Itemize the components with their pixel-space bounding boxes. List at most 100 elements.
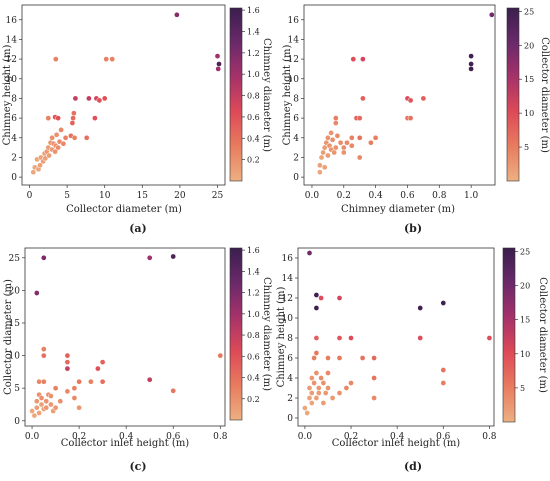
y-axis-label: Chimney height (m) <box>282 44 293 145</box>
scatter-point <box>336 295 343 301</box>
scatter-point <box>99 359 106 365</box>
scatter-point <box>33 290 40 296</box>
scatter-point <box>325 152 331 159</box>
scatter-point <box>332 144 339 151</box>
x-tick-label: 0.0 <box>25 432 40 442</box>
x-axis-ticks: 0.0 0.2 0.4 0.6 0.8 <box>298 426 497 442</box>
scatter-point <box>48 401 54 408</box>
scatter-point <box>215 66 222 72</box>
scatter-point <box>320 380 327 386</box>
y-tick-label: 14 <box>6 35 18 45</box>
scatter-point <box>468 53 474 59</box>
scatter-point <box>318 375 324 381</box>
scatter-point <box>109 56 116 62</box>
scatter-point <box>76 404 82 411</box>
y-tick-label: 10 <box>288 75 300 85</box>
scatter-points <box>317 11 495 176</box>
y-tick-label: 10 <box>9 352 21 362</box>
y-tick-label: 12 <box>288 55 299 65</box>
scatter-point <box>306 385 313 391</box>
scatter-point <box>101 95 108 102</box>
scatter-point <box>311 380 317 386</box>
colorbar <box>229 7 243 182</box>
x-axis-label: Collector inlet height (m) <box>61 438 190 449</box>
scatter-point <box>52 404 59 411</box>
x-tick-label: 0 <box>27 191 33 201</box>
scatter-point <box>440 300 447 306</box>
scatter-point <box>55 115 61 121</box>
colorbar-label: Collector diameter (m) <box>537 277 548 393</box>
scatter-point <box>343 385 350 391</box>
scatter-point <box>217 352 224 359</box>
y-tick-label: 10 <box>282 314 294 324</box>
colorbar-ticks: 0.2 0.4 0.6 0.8 1.0 1.2 1.4 1.6 <box>242 6 260 165</box>
scatter-point <box>52 148 58 155</box>
colorbar-tick-label: 0.8 <box>247 331 260 340</box>
scatter-point <box>306 395 313 401</box>
scatter-point <box>344 139 350 146</box>
scatter-point <box>407 115 414 121</box>
scatter-point <box>71 134 78 141</box>
y-tick-label: 8 <box>11 94 17 104</box>
colorbar-tick-label: 0.2 <box>247 395 260 404</box>
scatter-point <box>313 350 320 356</box>
scatter-point <box>321 164 328 171</box>
colorbar-tick-label: 20 <box>520 282 530 291</box>
x-tick-label: 0.8 <box>482 432 497 442</box>
scatter-point <box>371 395 377 401</box>
scatter-point <box>318 154 325 161</box>
colorbar-ticks: 5 10 15 20 25 <box>519 7 534 152</box>
scatter-point <box>304 410 311 416</box>
colorbar <box>506 7 520 182</box>
scatter-point <box>57 398 64 405</box>
scatter-point <box>64 388 71 395</box>
y-tick-label: 20 <box>9 286 21 296</box>
colorbar-tick-label: 1.4 <box>247 27 260 36</box>
colorbar-label: Chimney diameter (m) <box>261 277 272 391</box>
colorbar-tick-label: 0.4 <box>247 134 260 143</box>
x-tick-label: 0.2 <box>344 432 358 442</box>
scatter-point <box>322 390 329 396</box>
scatter-point <box>325 355 331 361</box>
y-axis-label: Collector diameter (m) <box>3 279 14 395</box>
y-tick-label: 4 <box>11 134 17 144</box>
panel-caption: (b) <box>404 222 422 235</box>
scatter-point <box>33 404 40 411</box>
scatter-point <box>329 395 336 401</box>
y-tick-label: 16 <box>6 16 18 26</box>
scatter-point <box>37 162 43 169</box>
scatter-point <box>325 385 331 391</box>
scatter-point <box>321 144 328 151</box>
scatter-point <box>40 346 47 352</box>
scatter-point <box>317 162 323 169</box>
scatter-point <box>30 169 37 176</box>
scatter-point <box>486 335 493 341</box>
scatter-points <box>30 11 222 176</box>
y-tick-label: 6 <box>293 114 299 124</box>
colorbar-tick-label: 0.2 <box>247 156 260 165</box>
scatter-point <box>76 378 82 385</box>
scatter-point <box>340 144 347 151</box>
y-tick-label: 14 <box>282 274 294 284</box>
scatter-point <box>348 335 354 341</box>
scatter-point <box>92 115 98 121</box>
scatter-point <box>71 395 78 401</box>
scatter-point <box>348 134 355 141</box>
scatter-point <box>336 390 343 396</box>
scatter-point <box>371 355 377 361</box>
scatter-point <box>88 378 94 385</box>
scatter-point <box>420 95 427 102</box>
y-tick-label: 0 <box>287 414 293 424</box>
scatter-point <box>348 380 354 386</box>
scatter-point <box>334 132 341 139</box>
scatter-point <box>313 370 320 376</box>
scatter-point <box>350 56 357 62</box>
x-tick-label: 0.6 <box>166 432 181 442</box>
colorbar-tick-label: 1.6 <box>247 6 260 15</box>
scatter-point <box>38 395 45 401</box>
y-axis-ticks: 0 2 4 6 8 10 12 14 16 <box>6 16 22 183</box>
x-tick-label: 0.8 <box>432 191 447 201</box>
y-tick-label: 8 <box>293 94 299 104</box>
scatter-point <box>417 305 424 311</box>
colorbar-tick-label: 1.2 <box>247 49 260 58</box>
